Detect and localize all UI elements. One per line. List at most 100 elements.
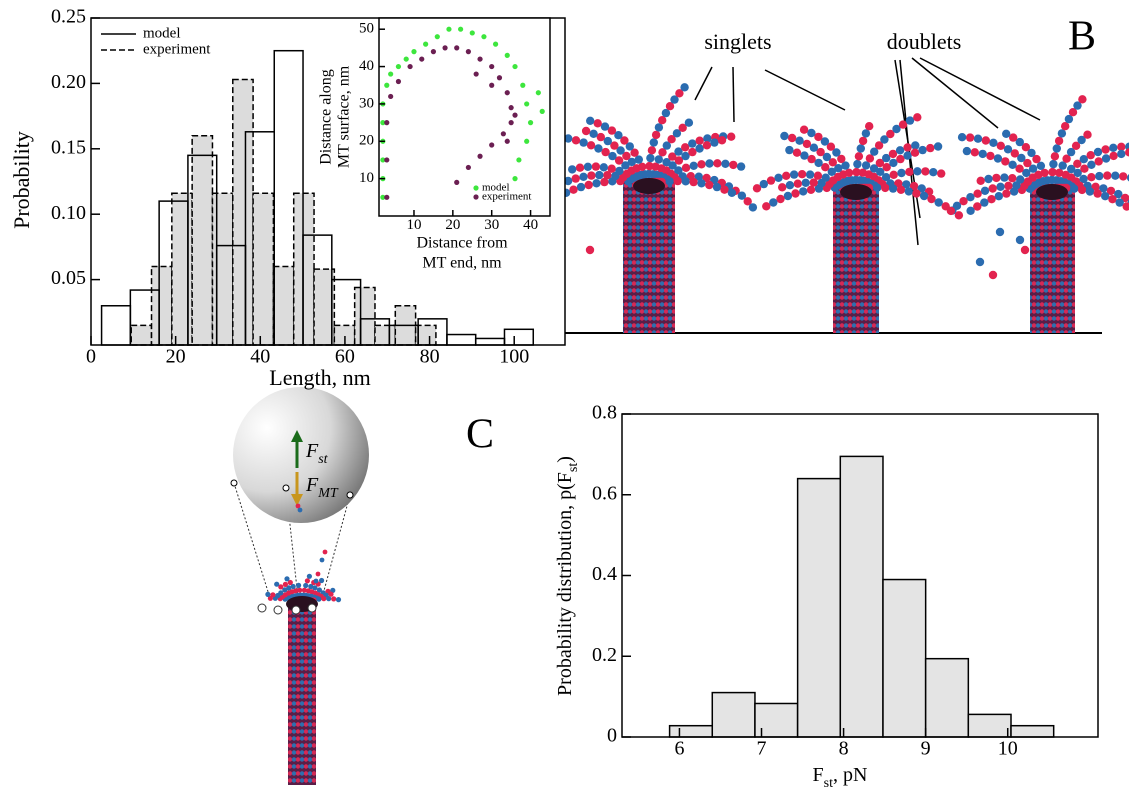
tubulin-bead	[587, 171, 596, 180]
panel-label: C	[466, 412, 494, 458]
tubulin-bead	[888, 184, 898, 193]
tubulin-bead	[607, 126, 617, 135]
histogram-bar	[924, 657, 970, 738]
tubulin-bead	[882, 153, 891, 163]
tubulin-bead	[278, 584, 284, 590]
tubulin-bead	[978, 149, 987, 159]
tubulin-bead	[695, 144, 704, 153]
scatter-point	[380, 157, 386, 163]
tubulin-bead	[952, 201, 962, 210]
tubulin-bead	[694, 172, 703, 181]
tubulin-bead	[826, 142, 836, 151]
tubulin-bead	[737, 191, 747, 200]
tubulin-bead	[894, 179, 903, 188]
plot-area	[379, 18, 550, 216]
tubulin-bead	[1071, 141, 1081, 150]
histogram-bar	[374, 324, 397, 346]
tubulin-bead	[278, 590, 284, 596]
y-axis-label: Probability distribution, p(Fst)	[554, 456, 581, 696]
y-tick-label: 0.6	[592, 482, 617, 504]
tubulin-bead	[762, 202, 771, 211]
tubulin-bead	[654, 123, 664, 132]
tubulin-bead	[927, 194, 936, 204]
tubulin-bead	[705, 159, 714, 168]
tubulin-bead	[308, 583, 314, 590]
tubulin-bead	[806, 185, 816, 194]
tubulin-bead	[856, 144, 865, 153]
tubulin-bead	[1002, 129, 1011, 138]
tubulin-bead	[1099, 184, 1108, 193]
tubulin-bead	[748, 203, 758, 212]
arrow	[764, 69, 846, 111]
microtubule	[1030, 185, 1075, 333]
histogram-bar	[252, 192, 275, 346]
tubulin-bead	[563, 176, 573, 186]
tubulin-bead	[937, 169, 946, 178]
subscript: st	[824, 776, 833, 791]
tubulin-bead	[889, 158, 898, 168]
subscript: st	[566, 463, 581, 472]
tubulin-bead	[1125, 148, 1129, 157]
tubulin-bead	[1049, 159, 1058, 169]
tubulin-bead	[807, 154, 816, 164]
tubulin-bead	[962, 146, 972, 156]
tubulin-bead	[601, 147, 610, 157]
tubulin-bead	[880, 135, 889, 144]
tubulin-bead	[1093, 147, 1103, 157]
legend-label: experiment	[143, 41, 211, 57]
tubulin-bead	[809, 143, 819, 152]
tubulin-bead	[921, 167, 930, 176]
tubulin-bead	[290, 583, 296, 590]
tubulin-bead	[608, 151, 617, 161]
scatter-point	[508, 120, 514, 126]
y-tick-label: 0.10	[51, 202, 86, 224]
tubulin-bead	[564, 134, 573, 143]
tubulin-bead	[987, 195, 996, 204]
tubulin-bead	[727, 132, 736, 141]
tubulin-bead	[705, 180, 714, 190]
tubulin-bead	[282, 581, 288, 588]
histogram-bar	[353, 286, 376, 346]
illustrations	[230, 57, 1129, 785]
tubulin-bead	[799, 125, 809, 134]
y-axis-label: Distance along	[318, 69, 335, 165]
arrow	[732, 66, 735, 123]
tubulin-bead	[954, 211, 964, 220]
x-tick-label: 80	[420, 346, 440, 368]
microtubule	[833, 185, 879, 333]
tubulin-bead	[600, 122, 610, 131]
tubulin-bead	[1015, 164, 1024, 173]
tubulin-bead	[576, 182, 586, 192]
tubulin-bead	[645, 161, 654, 171]
tubulin-bead	[782, 171, 791, 180]
tubulin-bead	[610, 141, 619, 150]
tubulin-bead	[322, 549, 328, 555]
tubulin-bead	[335, 597, 342, 603]
tubulin-bead	[1020, 245, 1030, 255]
scatter-point	[524, 138, 530, 144]
x-tick-label: 30	[484, 217, 499, 233]
tubulin-bead	[1061, 122, 1070, 131]
tubulin-bead	[1016, 175, 1025, 184]
x-axis-label: Length, nm	[269, 365, 370, 390]
mt-lumen	[840, 184, 872, 200]
tubulin-bead	[630, 148, 639, 157]
legend-label: model	[143, 25, 181, 41]
tubulin-bead	[1017, 153, 1026, 163]
tubulin-bead	[791, 189, 800, 198]
tubulin-bead	[681, 163, 691, 172]
histogram-bar	[130, 324, 153, 346]
scatter-point	[477, 56, 483, 62]
tubulin-bead	[902, 180, 911, 189]
tether	[285, 487, 299, 599]
tubulin-bead	[896, 185, 906, 194]
scatter-point	[388, 71, 394, 77]
scatter-point	[504, 52, 510, 58]
tubulin-bead	[776, 194, 785, 204]
tubulin-bead	[888, 149, 898, 159]
y-tick-label: 0.15	[51, 136, 86, 158]
histogram-bar	[313, 268, 336, 346]
label-part: )	[554, 456, 576, 463]
tubulin-bead	[593, 119, 602, 128]
tubulin-bead	[672, 129, 682, 138]
